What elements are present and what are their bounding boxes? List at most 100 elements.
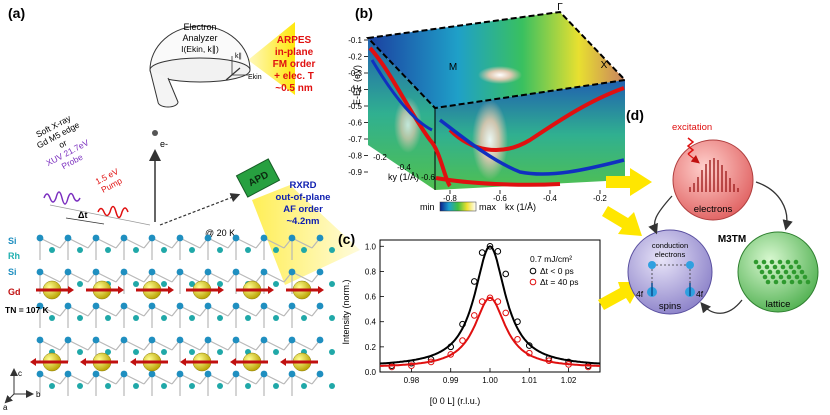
- temperature-label: @ 20 K: [205, 228, 235, 238]
- data-point: [470, 278, 478, 285]
- electrons-wave: [689, 158, 739, 192]
- spin-diagram: [647, 261, 695, 297]
- lattice-atom: [797, 279, 803, 285]
- si-atom: [204, 370, 212, 378]
- axis-b: b: [36, 390, 41, 399]
- bond: [151, 339, 173, 351]
- electron-analyzer: [149, 25, 251, 108]
- rh-atom: [105, 315, 111, 321]
- layer-si-1: Si: [8, 236, 17, 246]
- arpes-ky-tick-label: -0.6: [421, 173, 435, 182]
- chart-y-label: Intensity (norm.): [341, 279, 351, 344]
- si-atom: [148, 336, 156, 344]
- electrons-label: electrons: [694, 204, 733, 215]
- legend-label: Δt = 40 ps: [540, 277, 579, 287]
- si-atom: [64, 370, 72, 378]
- rh-atom: [133, 315, 139, 321]
- arrow-to-electrons: [606, 168, 652, 196]
- rh-atom: [245, 247, 251, 253]
- arpes-kx-tick-label: -0.6: [493, 194, 507, 203]
- si-atom: [148, 234, 156, 242]
- y-tick-label: 0.8: [365, 267, 377, 276]
- si-atom: [148, 302, 156, 310]
- rh-atom: [329, 281, 335, 287]
- rh-atom: [273, 383, 279, 389]
- si-atom: [260, 336, 268, 344]
- data-point: [502, 270, 510, 278]
- rh-atom: [77, 383, 83, 389]
- rh-atom: [133, 383, 139, 389]
- rh-atom: [245, 315, 251, 321]
- bond: [263, 373, 285, 385]
- bond: [207, 271, 229, 283]
- data-point: [514, 318, 521, 326]
- y-tick-label: 0.4: [365, 318, 377, 327]
- bond: [39, 373, 61, 385]
- rh-atom: [245, 383, 251, 389]
- bond: [235, 237, 257, 249]
- si-atom: [176, 336, 184, 344]
- data-point: [478, 298, 486, 305]
- rxrd-line-3: AF order: [283, 204, 323, 215]
- arpes-y-ticks: -0.1 -0.2 -0.3 -0.4 -0.5 -0.6 -0.7 -0.8 -0.9: [348, 36, 368, 177]
- si-atom: [204, 336, 212, 344]
- si-atom: [260, 370, 268, 378]
- si-atom: [260, 302, 268, 310]
- si-atom: [92, 302, 100, 310]
- neel-temperature: TN = 107 K: [5, 305, 50, 315]
- rh-atom: [161, 247, 167, 253]
- data-point: [514, 336, 521, 343]
- si-atom: [36, 336, 44, 344]
- gd-spin-head: [230, 358, 236, 366]
- data-point: [478, 249, 486, 256]
- point-m: M: [449, 62, 457, 73]
- rh-atom: [105, 349, 111, 355]
- rh-atom: [133, 281, 139, 287]
- si-atom: [36, 268, 44, 276]
- bond: [291, 373, 313, 385]
- data-point: [447, 343, 455, 351]
- rh-atom: [161, 383, 167, 389]
- panel-label-b: (b): [355, 5, 373, 21]
- bond: [67, 373, 89, 385]
- analyzer-formula: I(Ekin, k∥): [181, 44, 219, 54]
- gd-spin-head: [30, 358, 36, 366]
- si-atom: [232, 268, 240, 276]
- lattice-atom: [764, 264, 770, 270]
- analyzer-title-1: Electron: [183, 22, 216, 32]
- bond: [39, 339, 61, 351]
- si-atom: [232, 234, 240, 242]
- bond: [291, 237, 313, 249]
- data-point: [486, 294, 494, 302]
- data-point: [494, 298, 502, 305]
- arpes-line-2: in-plane: [275, 47, 314, 58]
- coupling-lattice-spins: [700, 299, 743, 314]
- arpes-y-label: E-EF (eV): [352, 65, 362, 105]
- arpes-y-tick-label: -0.1: [348, 36, 362, 45]
- bond: [235, 373, 257, 385]
- legend-marker: [529, 278, 537, 286]
- delay-label: Δt: [78, 210, 87, 220]
- arpes-y-tick-label: -0.5: [348, 102, 362, 111]
- arpes-beam: [248, 22, 295, 95]
- arpes-line-4: + elec. T: [274, 71, 314, 82]
- arpes-y-tick-label: -0.2: [348, 53, 362, 62]
- lattice-atom: [789, 279, 795, 285]
- analyzer-e-axis: Ekin: [248, 74, 262, 81]
- xray-label: Soft X-ray Gd M5 edge or XUV 21.7eV Prob…: [34, 113, 90, 172]
- rxrd-line-1: RXRD: [290, 180, 317, 191]
- fit-line-1: [379, 296, 601, 367]
- bond: [123, 305, 145, 317]
- si-atom: [120, 336, 128, 344]
- crystal-axes: [4, 368, 34, 404]
- rxrd-chart: 0.0 0.2 0.4 0.6 0.8 1.0 0.98 0.99 1.00 1.01 1.02 Δt…: [365, 239, 601, 385]
- rh-atom: [49, 315, 55, 321]
- si-atom: [120, 234, 128, 242]
- probe-path: [49, 204, 151, 226]
- rh-atom: [133, 247, 139, 253]
- bond: [179, 305, 201, 317]
- lattice-atom: [781, 279, 787, 285]
- si-atom: [92, 370, 100, 378]
- si-atom: [176, 370, 184, 378]
- gd-spin-head: [280, 358, 286, 366]
